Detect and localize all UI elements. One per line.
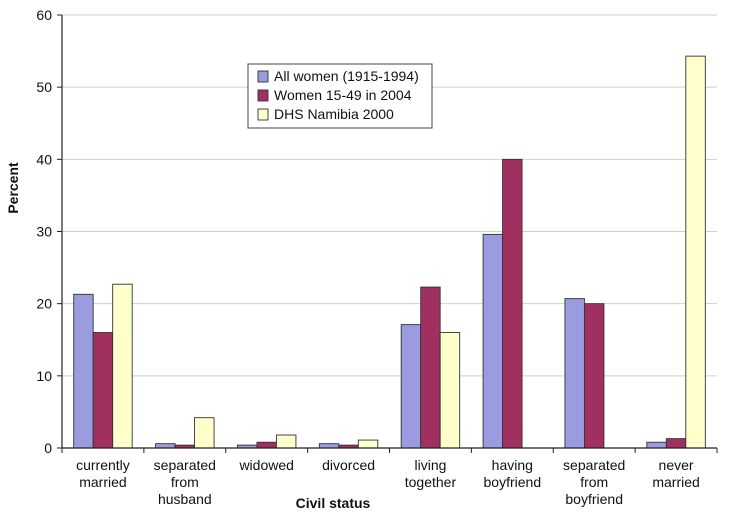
- y-tick-label: 30: [36, 224, 52, 240]
- y-tick-label: 60: [36, 7, 52, 23]
- legend-swatch-2: [257, 89, 269, 102]
- category-label: currently married: [76, 457, 130, 490]
- y-tick-label: 0: [44, 440, 52, 456]
- bar-1-2: [155, 443, 176, 449]
- category-label: having boyfriend: [484, 457, 542, 490]
- bar-2-6: [502, 158, 523, 449]
- legend-swatch-1: [257, 70, 269, 83]
- bar-3-3: [275, 434, 297, 449]
- bar-2-1: [92, 332, 114, 449]
- bar-3-2: [194, 417, 215, 449]
- bar-1-1: [73, 293, 94, 449]
- legend-label-1: All women (1915-1994): [274, 68, 419, 84]
- x-axis-title: Civil status: [296, 495, 371, 511]
- bar-2-8: [665, 438, 687, 449]
- y-tick-label: 40: [36, 151, 52, 167]
- category-label: divorced: [322, 457, 375, 473]
- category-label: never married: [652, 457, 699, 490]
- category-label: separated from husband: [154, 457, 216, 507]
- bar-3-1: [112, 283, 133, 449]
- y-axis-title: Percent: [5, 162, 21, 214]
- legend-label-3: DHS Namibia 2000: [274, 106, 394, 122]
- bar-1-5: [400, 324, 422, 449]
- bar-3-4: [357, 439, 379, 449]
- category-label: widowed: [238, 457, 293, 473]
- legend: All women (1915-1994) Women 15-49 in 2004…: [247, 63, 433, 129]
- category-label: living together: [405, 457, 457, 490]
- y-tick-label: 10: [36, 368, 52, 384]
- y-tick-label: 20: [36, 296, 52, 312]
- bar-1-8: [646, 441, 667, 449]
- y-axis-ticks: 0 10 20 30 40 50 60: [36, 7, 62, 456]
- bar-1-7: [564, 298, 585, 449]
- legend-label-2: Women 15-49 in 2004: [274, 87, 412, 103]
- bar-3-5: [439, 332, 461, 449]
- legend-box: [247, 63, 433, 129]
- bar-1-4: [318, 443, 340, 449]
- bar-2-3: [256, 441, 277, 449]
- bar-2-5: [420, 286, 441, 449]
- bar-1-6: [482, 233, 504, 449]
- bar-3-8: [685, 55, 706, 449]
- category-label: separated from boyfriend: [563, 457, 625, 507]
- bars: [73, 55, 706, 449]
- bar-2-7: [583, 303, 605, 449]
- category-labels: currently married separated from husband wido…: [61, 448, 718, 507]
- legend-swatch-3: [257, 108, 269, 121]
- y-tick-label: 50: [36, 79, 52, 95]
